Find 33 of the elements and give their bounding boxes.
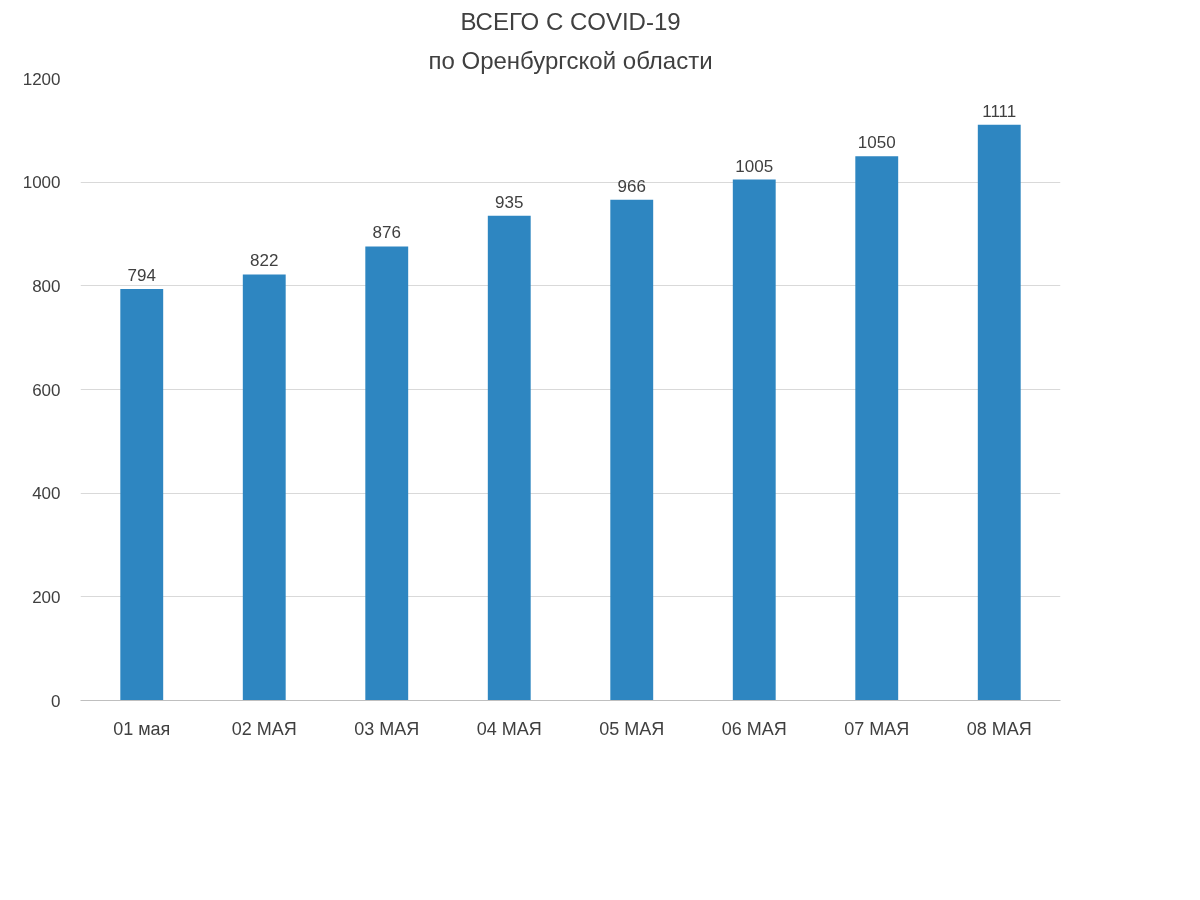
data-label: 935: [495, 192, 524, 212]
bar: [120, 288, 164, 701]
data-label: 1111: [982, 101, 1017, 121]
y-tick-label: 400: [32, 484, 61, 504]
y-tick-label: 600: [32, 380, 61, 400]
bar: [977, 124, 1021, 701]
x-tick-label: 05 МАЯ: [599, 718, 665, 739]
x-tick-label: 06 МАЯ: [721, 718, 787, 739]
data-label: 876: [372, 223, 401, 243]
y-tick-label: 1200: [22, 69, 61, 89]
data-label: 966: [617, 176, 646, 196]
bar: [732, 179, 776, 701]
x-tick-label: 04 МАЯ: [476, 718, 542, 739]
x-tick-label: 01 мая: [113, 718, 171, 739]
y-tick-label: 0: [51, 691, 61, 711]
chart-subtitle: по Оренбургской области: [428, 46, 713, 74]
bar: [365, 246, 409, 701]
data-label: 1050: [857, 133, 896, 153]
x-tick-label: 03 МАЯ: [354, 718, 420, 739]
chart-title: ВСЕГО С COVID-19: [460, 7, 681, 35]
y-tick-label: 800: [32, 276, 61, 296]
x-tick-label: 08 МАЯ: [966, 718, 1032, 739]
bar: [855, 156, 899, 701]
x-tick-label: 02 МАЯ: [231, 718, 297, 739]
y-tick-label: 200: [32, 587, 61, 607]
data-label: 794: [127, 265, 156, 285]
data-label: 822: [250, 251, 279, 271]
bar: [487, 215, 531, 701]
bar: [610, 199, 654, 701]
y-tick-label: 1000: [22, 173, 61, 193]
bar: [242, 274, 286, 701]
data-label: 1005: [735, 156, 774, 176]
x-tick-label: 07 МАЯ: [844, 718, 910, 739]
